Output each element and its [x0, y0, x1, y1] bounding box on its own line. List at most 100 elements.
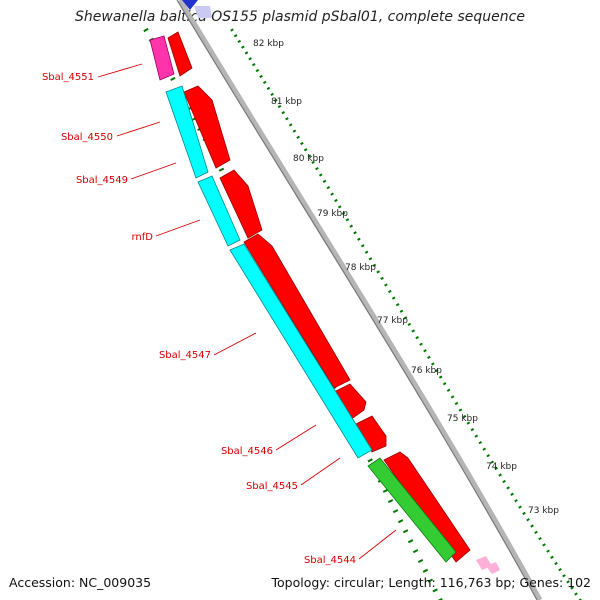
outer-scale-tick [494, 466, 498, 471]
label-leaders [97, 63, 397, 560]
outer-scale-tick [578, 598, 582, 600]
outer-scale-tick [538, 536, 542, 541]
outer-scale-tick [296, 135, 300, 139]
label-sbal-4544: Sbal_4544 [304, 555, 356, 566]
outer-scale-tick [353, 231, 357, 235]
outer-scale-tick [454, 401, 459, 406]
outer-scale-tick [423, 349, 427, 353]
outer-scale-tick [337, 205, 342, 209]
outer-scale-tick [292, 129, 297, 133]
outer-scale-tick [357, 237, 361, 241]
forward-cds-sbal-4544 [383, 451, 471, 563]
outer-scale-tick [237, 39, 242, 44]
scale-label-74: 74 kbp [486, 462, 517, 472]
outer-scale-tick [349, 224, 354, 228]
outer-scale-tick [399, 309, 404, 313]
outer-scale-tick [255, 68, 260, 73]
outer-scale-tick [462, 414, 467, 419]
outer-scale-tick [506, 486, 510, 490]
outer-scale-tick [550, 555, 554, 559]
inner-scale-tick [417, 558, 424, 564]
outer-scale-tick [248, 57, 252, 61]
outer-scale-tick [303, 148, 308, 152]
forward-cds-sbal-4549 [219, 169, 263, 239]
leader-rnfd [155, 219, 201, 237]
label-sbal-4547: Sbal_4547 [159, 350, 211, 361]
outer-scale-tick [285, 117, 289, 121]
scale-label-79: 79 kbp [317, 209, 348, 219]
inner-scale-tick [367, 458, 373, 463]
outer-scale-tick [364, 250, 369, 254]
outer-scale-tick [281, 110, 286, 115]
outer-scale-tick [427, 355, 431, 360]
outer-scale-tick [558, 567, 562, 572]
outer-scale-tick [315, 166, 319, 171]
inner-scale-tick [397, 519, 404, 524]
outer-scale-tick [562, 574, 566, 578]
outer-scale-tick [372, 263, 377, 267]
inner-scale-tick [422, 568, 429, 573]
outer-scale-tick [318, 173, 323, 177]
inner-scale-tick [427, 578, 433, 583]
summary-text: Topology: circular; Length: 116,763 bp; … [271, 575, 592, 590]
label-sbal-4550: Sbal_4550 [61, 132, 113, 143]
outer-scale-tick [376, 270, 380, 274]
outer-scale-tick [241, 45, 245, 49]
reverse-cds-sbal-4547 [229, 243, 373, 459]
outer-scale-tick [502, 479, 506, 484]
forward-cds-sbal-4551 [167, 31, 193, 77]
inner-scale-tick [432, 588, 438, 593]
leader-sbal-4550 [116, 121, 161, 137]
outer-scale-tick [270, 92, 274, 97]
outer-scale-tick [522, 511, 526, 516]
outer-scale-tick [326, 186, 331, 190]
inner-scale-tick [437, 597, 443, 600]
outer-scale-tick [244, 51, 249, 55]
outer-scale-tick [490, 460, 494, 464]
backbone-ring-inner [176, 0, 538, 600]
outer-scale-tick [415, 335, 419, 340]
outer-scale-tick [434, 368, 439, 373]
leader-sbal-4546 [275, 424, 317, 451]
outer-scale-tick [360, 244, 365, 248]
scale-label-82: 82 kbp [253, 39, 284, 49]
inner-scale-tick [402, 529, 409, 534]
outer-scale-tick [330, 192, 334, 196]
outer-scale-tick [251, 62, 256, 67]
outer-scale-tick [341, 211, 346, 215]
scale-label-76: 76 kbp [411, 366, 442, 376]
outer-scale-tick [259, 74, 263, 79]
outer-scale-tick [546, 549, 550, 553]
outer-scale-tick [230, 28, 234, 32]
outer-scale-tick [345, 218, 350, 222]
outer-scale-tick [526, 518, 530, 522]
leader-sbal-4547 [213, 332, 257, 356]
outer-scale-tick [554, 561, 558, 566]
outer-scale-tick [482, 447, 487, 451]
forward-cds-rnfd [243, 233, 351, 389]
outer-scale-tick [431, 362, 435, 366]
inner-scale-tick [143, 27, 149, 33]
outer-scale-tick [534, 530, 538, 535]
outer-scale-tick [542, 543, 546, 547]
inner-scale-tick [387, 499, 394, 504]
leader-sbal-4545 [300, 457, 341, 486]
outer-scale-tick [395, 303, 400, 307]
outer-scale-tick [446, 388, 451, 392]
outer-scale-tick [514, 499, 518, 503]
outer-scale-tick [288, 123, 293, 127]
pink-feature-small-2 [486, 562, 500, 574]
leader-sbal-4551 [97, 63, 143, 78]
scale-label-81: 81 kbp [271, 97, 302, 107]
partial-feature-lavender [194, 6, 212, 18]
green-feature-sbal-4545 [367, 457, 457, 563]
leader-sbal-4544 [358, 529, 397, 560]
outer-scale-tick [334, 198, 338, 203]
outer-scale-tick [277, 104, 282, 109]
reverse-cds-sbal-4550 [165, 85, 209, 179]
outer-scale-tick [478, 441, 483, 445]
outer-scale-tick [391, 296, 396, 300]
outer-scale-tick [388, 289, 392, 294]
